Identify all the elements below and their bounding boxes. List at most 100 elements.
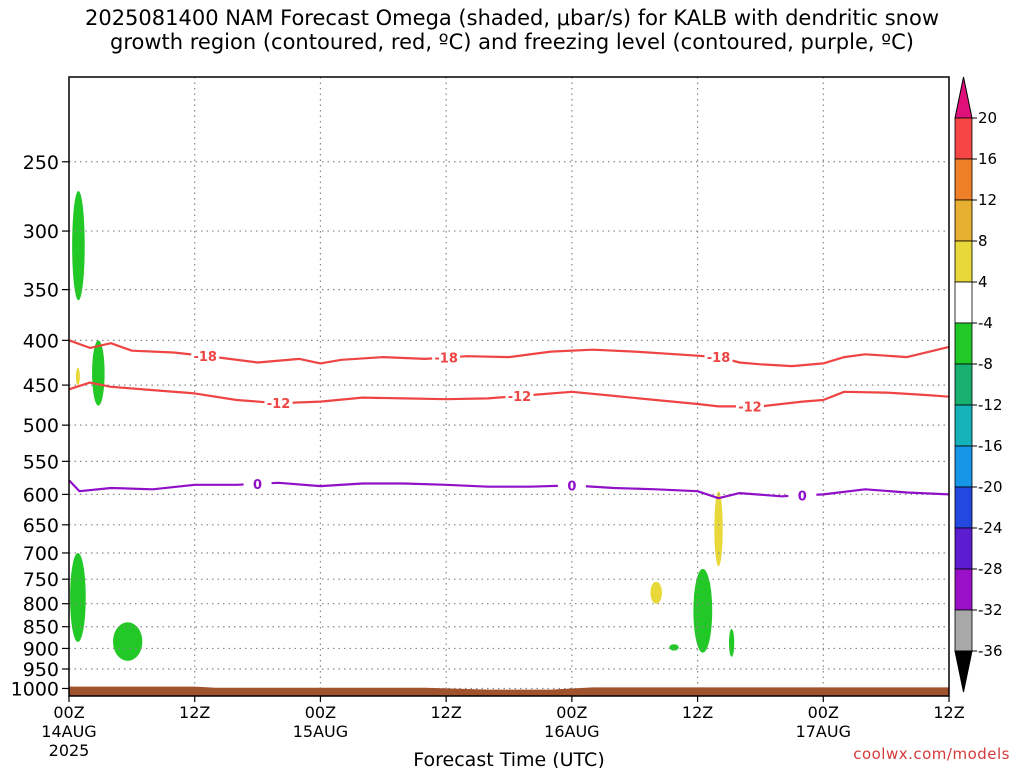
colorbar-label-4: 4 xyxy=(978,273,988,291)
terrain-layer xyxy=(69,686,949,696)
contour-label-bg xyxy=(505,387,534,403)
colorbar-swatch-7 xyxy=(954,404,973,447)
shaded-omega-layer xyxy=(70,191,735,661)
y-tick-label-1000: 1000 xyxy=(11,678,59,700)
x-tick-label-24-1: 15AUG xyxy=(293,722,348,741)
colorbar-label-7: -12 xyxy=(978,396,1003,414)
colorbar-swatch-1 xyxy=(954,158,973,201)
contour-label-bg xyxy=(735,398,764,414)
contour-line-2 xyxy=(68,479,950,500)
omega-region-3 xyxy=(70,552,86,643)
omega-region-6 xyxy=(693,568,713,653)
title-line-1: 2025081400 NAM Forecast Omega (shaded, μ… xyxy=(84,6,940,30)
colorbar-label-11: -28 xyxy=(978,560,1003,578)
colorbar-swatch-5 xyxy=(954,322,973,365)
contour-label-0-2: -18 xyxy=(707,351,731,366)
y-tick-label-300: 300 xyxy=(23,221,59,243)
colorbar-label-0: 20 xyxy=(978,109,997,127)
colorbar-label-10: -24 xyxy=(978,519,1003,537)
omega-region-0 xyxy=(72,191,85,301)
contour-label-2-2: 0 xyxy=(798,489,807,504)
colorbar-label-2: 12 xyxy=(978,191,997,209)
y-tick-label-550: 550 xyxy=(23,451,59,473)
colorbar-top-arrow xyxy=(954,76,973,119)
colorbar-swatch-8 xyxy=(954,445,973,488)
x-tick-label-72-1: 17AUG xyxy=(796,722,851,741)
y-tick-label-500: 500 xyxy=(23,415,59,437)
credit-text: coolwx.com/models xyxy=(853,745,1010,763)
omega-region-9 xyxy=(729,628,735,657)
title-line-2: growth region (contoured, red, ºC) and f… xyxy=(110,30,914,54)
omega-region-2 xyxy=(75,367,80,386)
y-tick-label-450: 450 xyxy=(23,375,59,397)
colorbar-label-12: -32 xyxy=(978,601,1003,619)
colorbar-swatch-11 xyxy=(954,568,973,611)
chart-title: 2025081400 NAM Forecast Omega (shaded, μ… xyxy=(0,6,1024,54)
y-tick-label-800: 800 xyxy=(23,594,59,616)
y-tick-label-600: 600 xyxy=(23,484,59,506)
colorbar-bottom-arrow xyxy=(954,650,973,693)
contour-label-1-0: -12 xyxy=(267,397,291,412)
colorbar-swatch-2 xyxy=(954,199,973,242)
y-tick-label-900: 900 xyxy=(23,638,59,660)
colorbar: 20 16 12 8 4 -4 -8 -12 -16 -20 -24 -28 -32 -36 xyxy=(954,76,1003,693)
colorbar-swatch-4 xyxy=(954,281,973,324)
x-tick-label-60-0: 12Z xyxy=(682,703,713,722)
colorbar-swatch-10 xyxy=(954,527,973,570)
contour-label-1-1: -12 xyxy=(508,390,532,405)
contour-label-2-0: 0 xyxy=(253,478,262,493)
y-tick-label-350: 350 xyxy=(23,280,59,302)
contour-label-bg xyxy=(432,349,461,365)
colorbar-label-3: 8 xyxy=(978,232,988,250)
y-tick-label-850: 850 xyxy=(23,617,59,639)
contour-label-bg xyxy=(788,487,817,503)
plot-frame xyxy=(68,76,950,697)
colorbar-label-1: 16 xyxy=(978,150,997,168)
contour-label-bg xyxy=(191,347,220,363)
colorbar-swatch-12 xyxy=(954,609,973,652)
omega-region-5 xyxy=(650,581,662,604)
x-tick-label-12-0: 12Z xyxy=(179,703,210,722)
y-tick-label-250: 250 xyxy=(23,152,59,174)
omega-region-1 xyxy=(92,340,105,406)
colorbar-label-8: -16 xyxy=(978,437,1003,455)
x-tick-label-0-1: 14AUG xyxy=(41,722,96,741)
omega-region-7 xyxy=(714,491,723,567)
colorbar-swatch-9 xyxy=(954,486,973,529)
colorbar-label-5: -4 xyxy=(978,314,993,332)
contour-line-0 xyxy=(68,339,950,368)
colorbar-swatch-6 xyxy=(954,363,973,406)
contour-label-0-0: -18 xyxy=(193,350,217,365)
y-tick-label-950: 950 xyxy=(23,659,59,681)
colorbar-label-6: -8 xyxy=(978,355,993,373)
contour-label-bg xyxy=(704,349,733,365)
contour-label-bg xyxy=(264,395,293,411)
contour-label-0-1: -18 xyxy=(434,352,458,367)
contour-label-bg xyxy=(557,477,586,493)
y-tick-label-400: 400 xyxy=(23,330,59,352)
y-tick-label-750: 750 xyxy=(23,569,59,591)
x-tick-label-0-0: 00Z xyxy=(53,703,84,722)
colorbar-label-9: -20 xyxy=(978,478,1003,496)
x-tick-label-72-0: 00Z xyxy=(808,703,839,722)
x-tick-label-0-2: 2025 xyxy=(49,741,90,760)
contour-label-2-1: 0 xyxy=(567,479,576,494)
y-tick-label-700: 700 xyxy=(23,543,59,565)
contour-label-bg xyxy=(243,475,272,491)
colorbar-swatch-3 xyxy=(954,240,973,283)
terrain-fill xyxy=(69,686,949,696)
colorbar-label-13: -36 xyxy=(978,642,1003,660)
x-tick-label-36-0: 12Z xyxy=(430,703,461,722)
x-tick-label-84-0: 12Z xyxy=(933,703,964,722)
omega-region-4 xyxy=(113,622,143,661)
x-tick-label-48-1: 16AUG xyxy=(544,722,599,741)
grid-lines xyxy=(69,77,949,696)
x-axis-label: Forecast Time (UTC) xyxy=(413,749,604,768)
x-tick-label-48-0: 00Z xyxy=(556,703,587,722)
y-tick-label-650: 650 xyxy=(23,515,59,537)
contour-label-1-2: -12 xyxy=(738,400,762,415)
y-axis: 2503003504004505005506006507007508008509… xyxy=(11,152,69,700)
x-tick-label-24-0: 00Z xyxy=(305,703,336,722)
